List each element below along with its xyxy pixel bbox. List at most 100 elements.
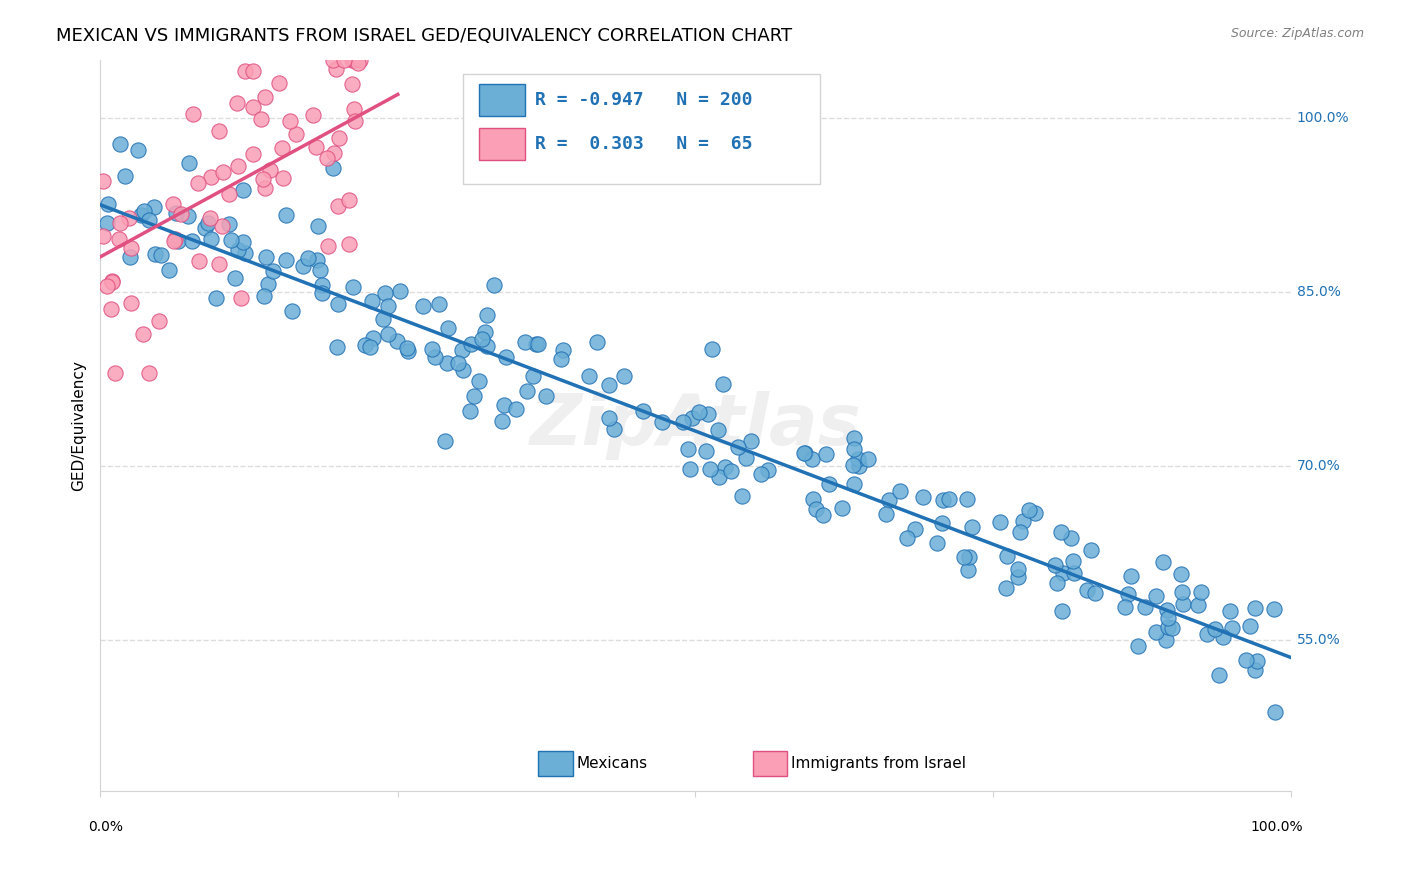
Mexicans: [436, 356, 458, 370]
Mexicans: [482, 277, 505, 292]
Mexicans: [96, 215, 118, 229]
Immigrants from Israel: [91, 229, 114, 244]
Mexicans: [451, 343, 474, 358]
Mexicans: [1157, 620, 1180, 634]
Immigrants from Israel: [253, 180, 276, 194]
Mexicans: [846, 452, 869, 467]
Mexicans: [1062, 554, 1084, 568]
Mexicans: [120, 250, 142, 264]
Text: Mexicans: Mexicans: [576, 756, 648, 772]
Mexicans: [631, 403, 654, 417]
Mexicans: [388, 284, 411, 298]
Mexicans: [1170, 584, 1192, 599]
Mexicans: [377, 299, 399, 313]
Immigrants from Israel: [349, 53, 371, 67]
Mexicans: [374, 286, 396, 301]
Y-axis label: GED/Equivalency: GED/Equivalency: [72, 359, 86, 491]
Immigrants from Israel: [96, 279, 118, 293]
Mexicans: [858, 452, 880, 467]
Mexicans: [522, 369, 544, 384]
Mexicans: [1076, 583, 1098, 598]
Mexicans: [877, 492, 900, 507]
Mexicans: [143, 200, 166, 214]
Mexicans: [676, 442, 699, 457]
Immigrants from Israel: [337, 237, 360, 252]
Mexicans: [434, 434, 457, 449]
Immigrants from Israel: [326, 199, 349, 213]
Immigrants from Israel: [228, 159, 250, 173]
Mexicans: [231, 235, 253, 250]
Mexicans: [707, 424, 730, 438]
Mexicans: [1133, 599, 1156, 614]
Mexicans: [447, 356, 470, 370]
Mexicans: [460, 404, 482, 418]
Mexicans: [1243, 601, 1265, 615]
Mexicans: [817, 477, 839, 491]
Immigrants from Israel: [342, 78, 364, 92]
Mexicans: [598, 378, 620, 392]
Mexicans: [513, 334, 536, 349]
Immigrants from Israel: [271, 171, 294, 186]
Mexicans: [720, 464, 742, 478]
Mexicans: [534, 389, 557, 403]
Mexicans: [145, 246, 167, 260]
Mexicans: [322, 161, 344, 176]
FancyBboxPatch shape: [479, 84, 526, 116]
Mexicans: [1156, 603, 1178, 617]
Mexicans: [232, 183, 254, 197]
Mexicans: [960, 519, 983, 533]
Mexicans: [1050, 525, 1073, 540]
Mexicans: [603, 422, 626, 436]
Mexicans: [412, 299, 434, 313]
Mexicans: [342, 280, 364, 294]
Mexicans: [1154, 633, 1177, 648]
Mexicans: [516, 384, 538, 398]
Mexicans: [681, 411, 703, 425]
Text: 100.0%: 100.0%: [1250, 820, 1302, 834]
Immigrants from Israel: [100, 301, 122, 316]
Immigrants from Israel: [118, 211, 141, 225]
Mexicans: [197, 216, 219, 230]
Mexicans: [1246, 654, 1268, 668]
Mexicans: [150, 248, 173, 262]
Mexicans: [360, 294, 382, 309]
Immigrants from Israel: [208, 257, 231, 271]
Mexicans: [477, 308, 499, 322]
Mexicans: [377, 326, 399, 341]
FancyBboxPatch shape: [538, 751, 572, 776]
Immigrants from Israel: [328, 130, 350, 145]
Mexicans: [194, 221, 217, 235]
Mexicans: [813, 508, 835, 522]
Immigrants from Israel: [316, 239, 339, 253]
Immigrants from Israel: [104, 366, 127, 380]
Mexicans: [138, 213, 160, 227]
Mexicans: [297, 251, 319, 265]
Mexicans: [613, 369, 636, 384]
Mexicans: [735, 451, 758, 466]
Mexicans: [831, 501, 853, 516]
Mexicans: [129, 208, 152, 222]
Mexicans: [1084, 586, 1107, 600]
Text: 55.0%: 55.0%: [1296, 633, 1340, 647]
Immigrants from Israel: [259, 162, 281, 177]
Immigrants from Israel: [163, 232, 186, 246]
Mexicans: [353, 338, 375, 352]
Text: Immigrants from Israel: Immigrants from Israel: [790, 756, 966, 772]
Mexicans: [1189, 584, 1212, 599]
Mexicans: [420, 342, 443, 356]
Immigrants from Israel: [138, 366, 160, 380]
Mexicans: [219, 233, 242, 247]
Mexicans: [794, 445, 817, 459]
Mexicans: [896, 531, 918, 545]
Mexicans: [309, 263, 332, 277]
Mexicans: [311, 286, 333, 301]
Mexicans: [325, 340, 347, 354]
Mexicans: [1187, 599, 1209, 613]
Immigrants from Israel: [200, 169, 222, 184]
Immigrants from Israel: [110, 216, 132, 230]
Mexicans: [1008, 524, 1031, 539]
Mexicans: [1161, 621, 1184, 635]
Mexicans: [956, 491, 979, 506]
Mexicans: [1239, 619, 1261, 633]
Mexicans: [468, 374, 491, 388]
